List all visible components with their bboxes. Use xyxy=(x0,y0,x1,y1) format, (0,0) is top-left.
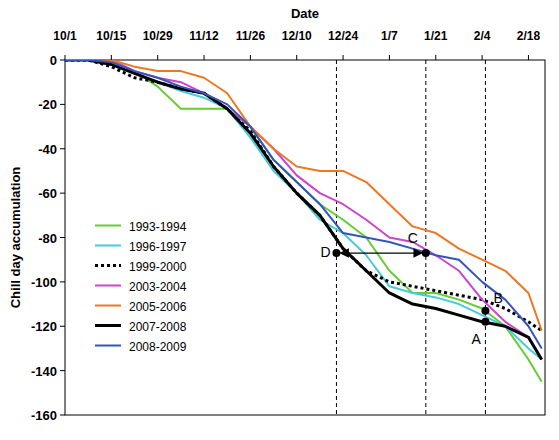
legend-swatch xyxy=(95,264,121,267)
x-tick-label: 2/4 xyxy=(474,29,491,43)
reference-line xyxy=(425,60,426,415)
legend: 1993-1994 1996-1997 1999-2000 2003-2004 2005… xyxy=(95,220,187,354)
annotation-point xyxy=(481,318,489,326)
legend-swatch xyxy=(95,324,121,327)
legend-swatch xyxy=(95,305,121,307)
x-tick xyxy=(435,55,436,60)
legend-label: 1993-1994 xyxy=(129,220,187,234)
legend-swatch xyxy=(95,225,121,227)
x-tick-label: 12/10 xyxy=(282,29,312,43)
series-line xyxy=(65,60,542,360)
x-tick-label: 10/1 xyxy=(53,29,77,43)
annotation-label: D xyxy=(320,244,330,260)
x-tick-label: 11/12 xyxy=(189,29,219,43)
y-axis-title: Chill day accumulation xyxy=(8,167,23,309)
y-tick-label: -140 xyxy=(31,364,57,379)
legend-swatch xyxy=(95,245,121,247)
x-tick xyxy=(204,55,205,60)
x-tick-label: 1/7 xyxy=(381,29,398,43)
annotation-label: C xyxy=(408,230,418,246)
annotation-label: A xyxy=(471,331,481,347)
y-tick-label: -100 xyxy=(31,275,57,290)
x-tick-label: 10/29 xyxy=(143,29,173,43)
legend-label: 1999-2000 xyxy=(129,260,187,274)
x-axis-title: Date xyxy=(291,6,319,21)
y-tick-label: -160 xyxy=(31,408,57,423)
y-tick-label: -80 xyxy=(38,231,57,246)
y-tick-label: -40 xyxy=(38,142,57,157)
plot-frame xyxy=(65,60,545,415)
x-tick-label: 10/15 xyxy=(96,29,126,43)
y-tick xyxy=(60,237,65,238)
x-tick xyxy=(250,55,251,60)
reference-line xyxy=(485,60,486,415)
legend-label: 1996-1997 xyxy=(129,240,187,254)
x-tick-label: 12/24 xyxy=(328,29,358,43)
legend-label: 2008-2009 xyxy=(129,340,187,354)
y-tick-label: -20 xyxy=(38,97,57,112)
x-tick xyxy=(389,55,390,60)
legend-label: 2003-2004 xyxy=(129,280,187,294)
y-tick xyxy=(60,281,65,282)
y-tick xyxy=(60,104,65,105)
y-tick-label: -120 xyxy=(31,319,57,334)
series-line xyxy=(65,60,542,382)
y-tick xyxy=(60,60,65,61)
y-tick xyxy=(60,370,65,371)
series-line xyxy=(65,60,542,360)
y-tick-label: -60 xyxy=(38,186,57,201)
annotation-label: B xyxy=(493,290,502,306)
y-tick-label: 0 xyxy=(50,53,57,68)
annotation-point xyxy=(332,249,340,257)
x-tick-label: 2/18 xyxy=(517,29,541,43)
y-tick xyxy=(60,193,65,194)
y-tick xyxy=(60,148,65,149)
series-line xyxy=(65,60,542,331)
legend-swatch xyxy=(95,345,121,347)
legend-label: 2005-2006 xyxy=(129,300,187,314)
annotation-point xyxy=(422,249,430,257)
chart: 0 -20 -40 -60 -80 -100 -120 -140 -160 10/1 10/15 10… xyxy=(0,0,559,440)
x-tick xyxy=(482,55,483,60)
plot-area xyxy=(65,60,542,415)
x-tick xyxy=(157,55,158,60)
x-tick xyxy=(528,55,529,60)
legend-swatch xyxy=(95,285,121,287)
x-tick xyxy=(111,55,112,60)
x-tick xyxy=(296,55,297,60)
y-tick xyxy=(60,415,65,416)
series-line xyxy=(65,60,542,348)
x-tick xyxy=(343,55,344,60)
legend-label: 2007-2008 xyxy=(129,320,187,334)
x-tick-label: 1/21 xyxy=(424,29,448,43)
x-tick-label: 11/26 xyxy=(236,29,266,43)
y-tick xyxy=(60,326,65,327)
x-tick xyxy=(65,55,66,60)
annotation-arrow xyxy=(340,252,421,253)
annotation-point xyxy=(481,307,489,315)
series-line xyxy=(65,60,542,331)
series-line xyxy=(65,60,542,360)
